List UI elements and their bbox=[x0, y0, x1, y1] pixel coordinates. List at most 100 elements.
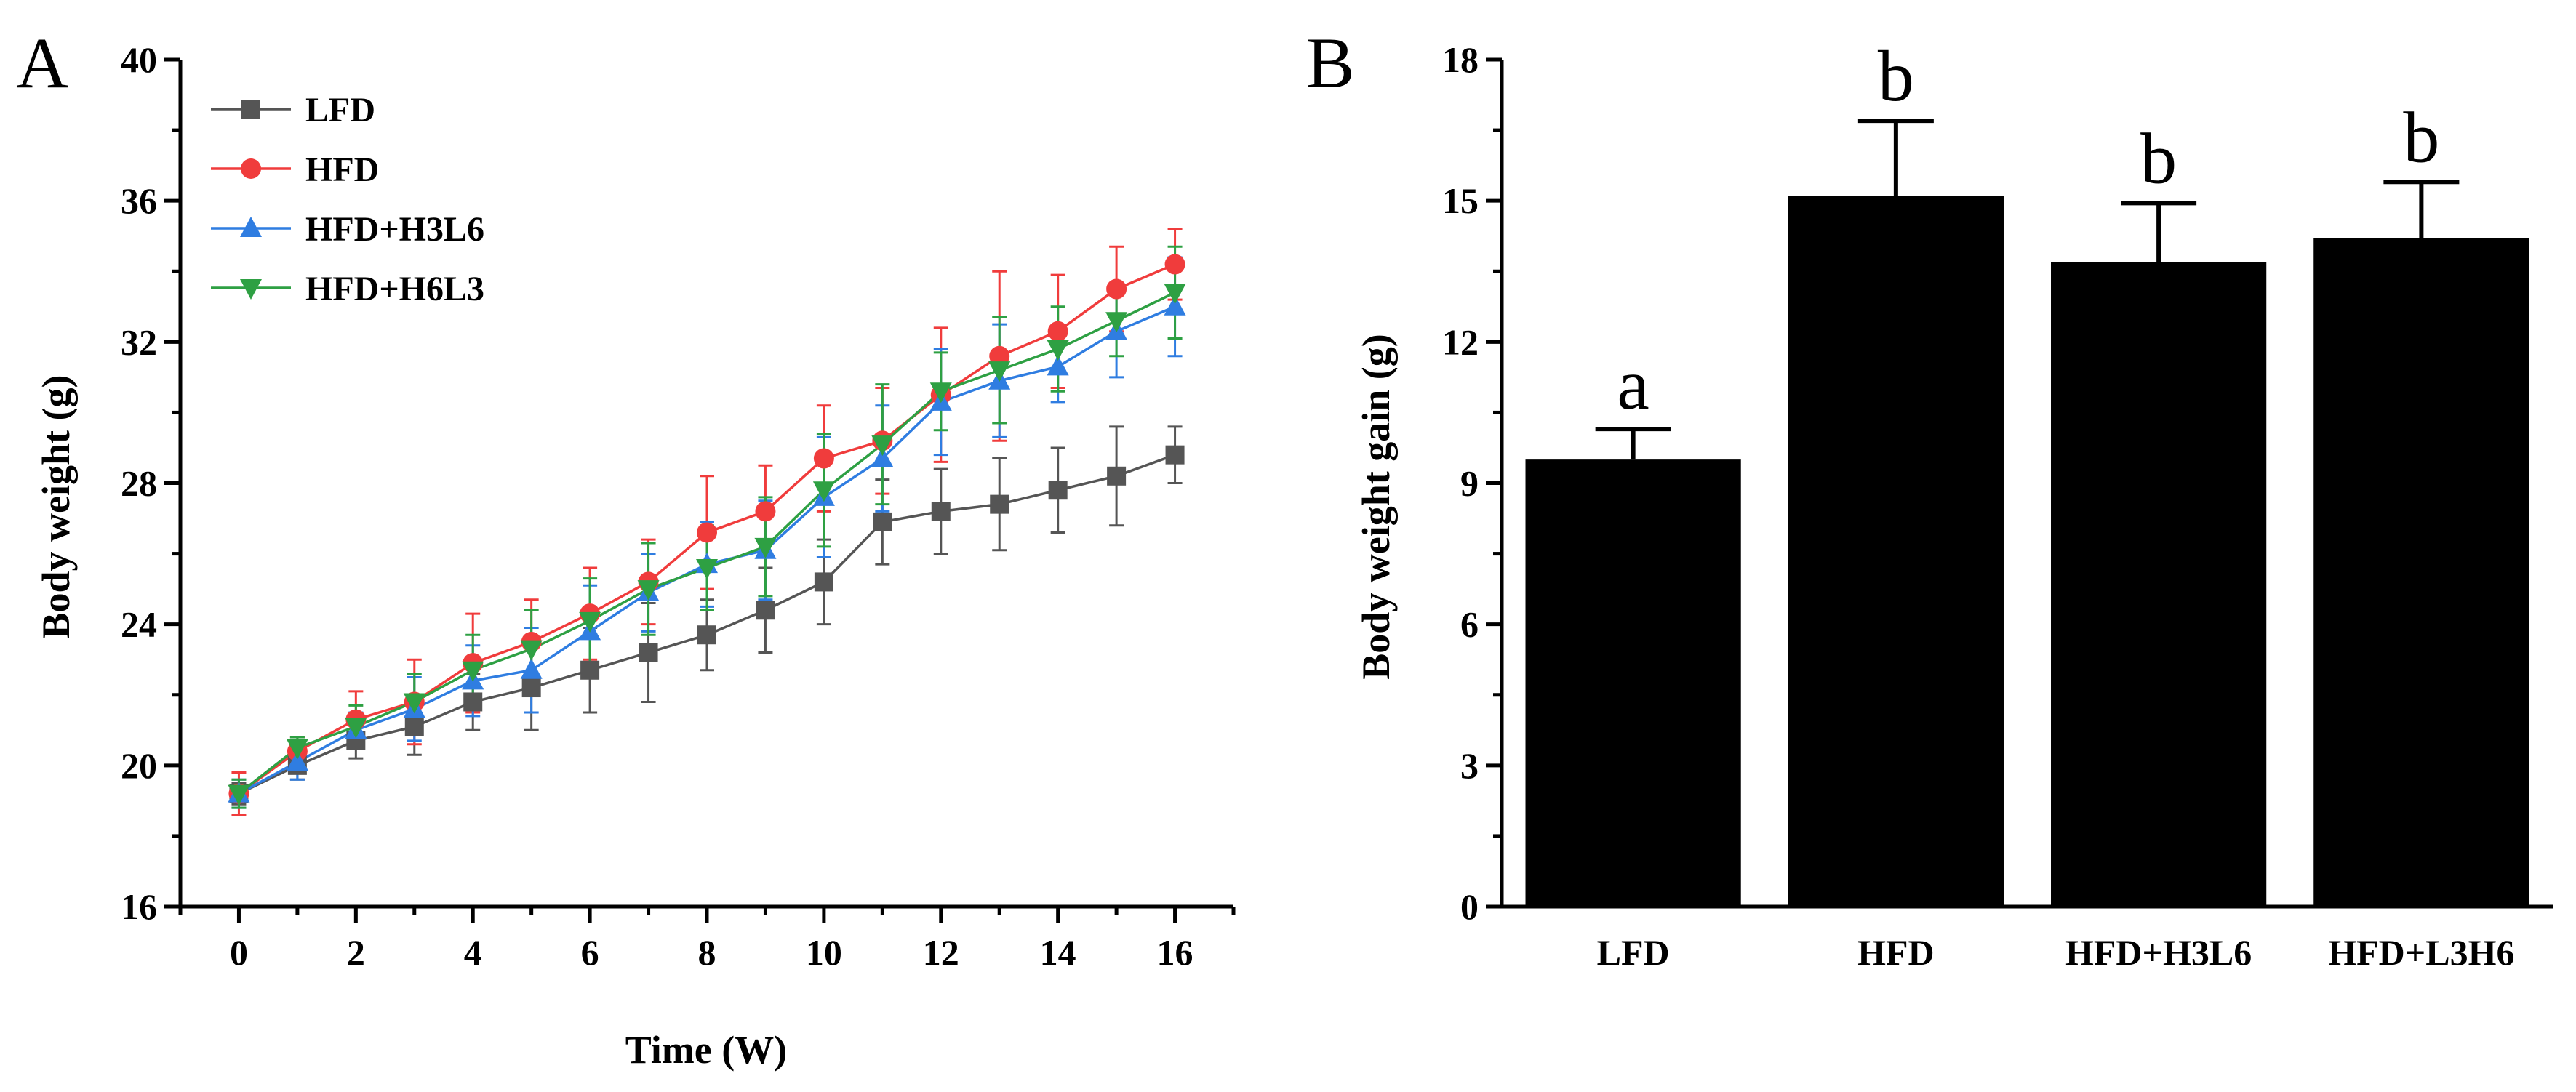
y-tick-label: 6 bbox=[1460, 604, 1479, 645]
data-point-hfd-h3l6 bbox=[1164, 294, 1186, 316]
data-point-lfd bbox=[1107, 466, 1127, 486]
y-tick-label: 9 bbox=[1460, 463, 1479, 504]
legend-label: HFD bbox=[305, 150, 379, 189]
y-tick-label: 3 bbox=[1460, 745, 1479, 786]
significance-letter-hfd-h3l6: b bbox=[2140, 118, 2177, 198]
data-point-hfd-h6l3 bbox=[1164, 284, 1186, 305]
data-point-hfd-h6l3 bbox=[988, 361, 1011, 382]
y-tick-label: 32 bbox=[121, 321, 157, 362]
data-point-lfd bbox=[1048, 481, 1068, 500]
data-point-lfd bbox=[814, 572, 833, 592]
data-point-lfd bbox=[697, 625, 716, 645]
legend-marker bbox=[240, 279, 262, 300]
data-point-hfd-h6l3 bbox=[1105, 312, 1128, 333]
x-tick-label: 0 bbox=[230, 932, 248, 973]
legend-item-lfd: LFD bbox=[211, 91, 375, 129]
data-point-hfd-h6l3 bbox=[696, 559, 718, 579]
legend-item-hfd: HFD bbox=[211, 150, 379, 189]
data-point-hfd-h6l3 bbox=[579, 611, 601, 633]
data-point-hfd bbox=[1164, 254, 1185, 275]
data-point-lfd bbox=[404, 717, 424, 736]
x-tick-label: 4 bbox=[464, 932, 482, 973]
data-point-hfd-h6l3 bbox=[403, 693, 425, 714]
data-point-hfd-h6l3 bbox=[812, 481, 835, 502]
panel-a-legend: LFD HFD HFD+H3L6 HFD+H6L3 bbox=[211, 91, 484, 308]
y-tick-label: 12 bbox=[1442, 321, 1479, 362]
data-point-hfd-h6l3 bbox=[462, 661, 484, 682]
data-point-lfd bbox=[639, 643, 658, 662]
data-point-lfd bbox=[521, 678, 541, 698]
legend-item-hfd-h3l6: HFD+H3L6 bbox=[211, 210, 484, 249]
data-point-hfd-h6l3 bbox=[520, 640, 543, 661]
legend-marker bbox=[241, 100, 260, 119]
x-category-label-hfd: HFD bbox=[1857, 932, 1935, 973]
data-point-hfd bbox=[755, 501, 776, 522]
panel-a-error-bars bbox=[231, 228, 1183, 816]
data-point-hfd bbox=[697, 522, 717, 543]
significance-letter-hfd: b bbox=[1878, 36, 1914, 116]
legend-label: LFD bbox=[305, 91, 375, 129]
x-tick-label: 2 bbox=[347, 932, 365, 973]
data-point-hfd-h6l3 bbox=[228, 784, 250, 806]
legend-item-hfd-h6l3: HFD+H6L3 bbox=[211, 270, 484, 308]
panel-a-markers bbox=[228, 254, 1186, 806]
data-point-lfd bbox=[756, 601, 775, 620]
significance-letter-hfd-l3h6: b bbox=[2403, 97, 2439, 177]
significance-letter-lfd: a bbox=[1617, 344, 1649, 425]
panel-b-bars: a LFD b HFD b HFD+H3L6 b HFD+L3H6 bbox=[1525, 36, 2529, 973]
x-category-label-lfd: LFD bbox=[1597, 932, 1670, 973]
data-point-hfd-h6l3 bbox=[286, 739, 308, 760]
data-point-hfd-h6l3 bbox=[345, 718, 367, 739]
data-point-hfd-h3l6 bbox=[520, 658, 543, 679]
y-tick-label: 16 bbox=[121, 886, 157, 927]
data-point-hfd-h3l6 bbox=[286, 750, 308, 771]
data-point-hfd-h6l3 bbox=[929, 382, 952, 404]
panel-b-letter: B bbox=[1306, 23, 1355, 103]
x-tick-label: 16 bbox=[1157, 932, 1193, 973]
data-point-lfd bbox=[463, 692, 483, 712]
data-point-hfd bbox=[1047, 321, 1068, 342]
x-category-label-hfd-l3h6: HFD+L3H6 bbox=[2328, 932, 2514, 973]
y-tick-label: 20 bbox=[121, 745, 157, 786]
bar-lfd bbox=[1525, 459, 1741, 907]
data-point-hfd bbox=[813, 448, 834, 469]
legend-marker bbox=[240, 217, 262, 237]
y-tick-label: 40 bbox=[121, 39, 157, 80]
data-point-hfd-h3l6 bbox=[871, 446, 894, 467]
y-tick-label: 28 bbox=[121, 463, 157, 504]
panel-a-letter: A bbox=[16, 23, 68, 103]
data-point-lfd bbox=[931, 502, 951, 521]
y-tick-label: 15 bbox=[1442, 180, 1479, 221]
data-point-hfd-h6l3 bbox=[871, 435, 894, 457]
data-point-hfd-h6l3 bbox=[637, 580, 660, 601]
y-tick-label: 0 bbox=[1460, 886, 1479, 927]
x-tick-label: 8 bbox=[698, 932, 716, 973]
x-tick-label: 14 bbox=[1040, 932, 1076, 973]
panel-a-y-axis-title: Body weight (g) bbox=[34, 375, 78, 639]
legend-marker bbox=[241, 158, 261, 179]
data-point-lfd bbox=[873, 512, 892, 531]
data-point-hfd-h3l6 bbox=[1047, 355, 1069, 376]
x-tick-label: 12 bbox=[923, 932, 959, 973]
data-point-hfd-h6l3 bbox=[754, 537, 777, 558]
data-point-lfd bbox=[580, 660, 600, 680]
data-point-hfd-h6l3 bbox=[1047, 340, 1069, 361]
bar-hfd bbox=[1788, 196, 2004, 907]
data-point-hfd bbox=[989, 345, 1010, 366]
bar-hfd-h3l6 bbox=[2051, 262, 2267, 907]
panel-a-x-axis-title: Time (W) bbox=[625, 1028, 787, 1072]
x-category-label-hfd-h3l6: HFD+H3L6 bbox=[2065, 932, 2252, 973]
data-point-lfd bbox=[1165, 445, 1185, 465]
data-point-hfd bbox=[1106, 278, 1127, 300]
data-point-lfd bbox=[990, 494, 1009, 514]
bar-hfd-l3h6 bbox=[2313, 238, 2529, 907]
y-tick-label: 18 bbox=[1442, 39, 1479, 80]
legend-label: HFD+H6L3 bbox=[305, 270, 484, 308]
x-tick-label: 10 bbox=[806, 932, 842, 973]
legend-label: HFD+H3L6 bbox=[305, 210, 484, 249]
y-tick-label: 36 bbox=[121, 180, 157, 221]
x-tick-label: 6 bbox=[581, 932, 599, 973]
